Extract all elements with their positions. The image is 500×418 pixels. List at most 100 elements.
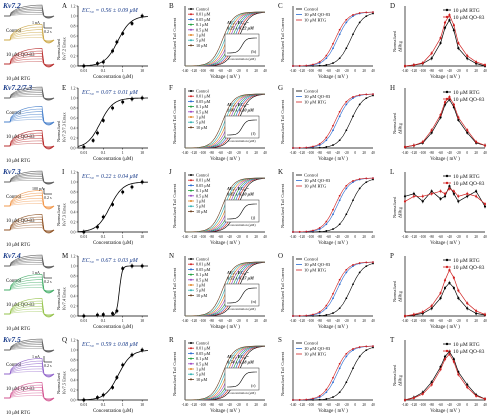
- y-tick-label: 1.2: [71, 86, 76, 91]
- x-tick-label: -20: [236, 151, 241, 155]
- y-axis-label: Normalized Tail Current: [172, 267, 177, 312]
- current-trace: [4, 258, 55, 268]
- x-tick-label: -120: [411, 319, 418, 323]
- channel-label: Kv7.3: [2, 167, 21, 176]
- current-trace: [4, 214, 55, 234]
- y-axis-label: Normalized Tail Current: [280, 99, 285, 144]
- x-tick-label: -140: [182, 151, 189, 155]
- fit-curve: [78, 265, 148, 317]
- scale-current-label: 100 pA: [32, 186, 44, 191]
- y-tick-label: 0.0: [71, 398, 76, 403]
- data-point: [140, 180, 144, 184]
- x-tick-label: -40: [227, 69, 232, 73]
- y-axis-label: Normalized Tail Current: [172, 17, 177, 62]
- legend-marker: [445, 174, 449, 178]
- legend-label: 5 μM: [196, 204, 205, 209]
- legend-marker: [190, 110, 192, 113]
- x-tick-label: -100: [199, 319, 206, 323]
- scale-time-label: 0.2 s: [44, 363, 52, 368]
- scale-time-label: 0.2 s: [44, 279, 52, 284]
- legend-marker: [190, 90, 192, 92]
- current-trace: [4, 31, 55, 42]
- current-trace: [4, 6, 55, 19]
- legend-marker: [190, 347, 192, 350]
- current-trace: [4, 308, 55, 316]
- x-axis-label: Voltage ( mV ): [210, 75, 240, 80]
- x-tick-label: -80: [209, 235, 214, 239]
- x-tick-label: 10: [140, 402, 144, 407]
- legend-label: 0.05 μM: [196, 17, 211, 22]
- legend-label: 10 μM QO-83: [453, 349, 485, 355]
- legend-label: Control: [196, 173, 210, 178]
- current-trace: [4, 263, 55, 267]
- y-axis-label: Normalized Tail Current: [280, 267, 285, 312]
- panel-letter: T: [390, 336, 395, 344]
- data-point: [111, 312, 115, 315]
- x-tick-label: -100: [307, 151, 314, 155]
- x-tick-label: 10: [140, 234, 144, 239]
- inset-title-line: AV₁/₂ EC₅₀=: [226, 354, 249, 359]
- current-trace: [4, 200, 55, 208]
- x-tick-label: -140: [182, 69, 189, 73]
- y-tick-label: 0.8: [71, 358, 76, 363]
- x-tick-label: -140: [290, 69, 297, 73]
- x-axis-label: Voltage ( mV ): [430, 241, 460, 246]
- current-trace: [4, 116, 55, 124]
- legend-marker: [190, 184, 192, 187]
- x-tick-label: 20: [254, 235, 258, 239]
- x-tick-label: -40: [335, 69, 340, 73]
- x-tick-label: -100: [199, 69, 206, 73]
- legend-label: 0.5 μM: [196, 27, 209, 32]
- current-trace: [4, 384, 55, 401]
- y-axis-label: Normalized Kv7.4 Emax: [56, 287, 67, 310]
- x-tick-label: 40: [371, 151, 375, 155]
- x-tick-label: 0.1: [101, 68, 106, 73]
- legend-marker: [190, 100, 192, 103]
- current-trace: [4, 170, 55, 185]
- legend-marker: [190, 23, 192, 26]
- x-tick-label: -100: [307, 69, 314, 73]
- x-tick-label: -20: [236, 235, 241, 239]
- legend-label: 1 μM: [196, 33, 205, 38]
- x-tick-label: -60: [218, 235, 223, 239]
- panel-letter: F: [169, 84, 173, 92]
- legend-label: 10 μM QO-83: [304, 94, 331, 99]
- ec50-text: EC₅₀ = 0.56 ± 0.09 μM: [81, 8, 139, 14]
- x-tick-label: 0.01: [80, 68, 87, 73]
- y-tick-label: 0.8: [71, 274, 76, 279]
- legend-marker: [190, 284, 192, 286]
- x-tick-label: -100: [419, 319, 426, 323]
- activation-plot: B Normalized Tail Current Voltage ( mV ) -1…: [169, 2, 267, 80]
- dose-response-plot: M 0.0 0.2 0.4 0.6 0.8 1.0 1.2 0.01 0.1 1 10 Concentr…: [56, 252, 148, 330]
- inset-title-line: AV₁/₂ EC₅₀=: [226, 186, 249, 191]
- legend-marker: [190, 378, 192, 381]
- legend-marker: [445, 258, 449, 262]
- x-tick-label: -140: [290, 151, 297, 155]
- y-axis-label-line: Normalized: [56, 288, 61, 310]
- legend-marker: [190, 263, 192, 266]
- inset-title: AV₁/₂ EC₅₀=0.25 ± 0.22 μM: [226, 20, 254, 30]
- legend-label: 10 μM QO-83: [453, 265, 485, 271]
- inset-x-label: Concentration (μM): [228, 307, 255, 311]
- x-tick-label: -100: [307, 319, 314, 323]
- y-axis-label-line: Kv7.5 Emax: [62, 371, 67, 394]
- panel-letter: D: [390, 2, 395, 10]
- inset-title-line: 0.74 ± 0.18 μM: [227, 359, 254, 364]
- trace-label: 10 μM RTG: [6, 411, 31, 416]
- x-tick-label: -140: [182, 319, 189, 323]
- x-tick-label: -100: [419, 151, 426, 155]
- legend-label: 5 μM: [196, 120, 205, 125]
- data-point: [140, 264, 144, 268]
- current-trace: [4, 61, 55, 65]
- legend-marker: [445, 97, 449, 101]
- dose-response-plot: A 0.0 0.2 0.4 0.6 0.8 1.0 1.2 0.01 0.1 1 10 Concentr…: [56, 2, 149, 80]
- data-point: [130, 353, 134, 357]
- x-tick-label: -40: [227, 151, 232, 155]
- y-axis-label: Normalized Tail Current: [280, 183, 285, 228]
- channel-label: Kv7.2: [2, 1, 21, 10]
- y-tick-label: 0.2: [71, 220, 76, 225]
- current-trace: [4, 4, 55, 19]
- x-tick-label: 1: [122, 234, 124, 239]
- x-tick-label: 0.1: [101, 402, 106, 407]
